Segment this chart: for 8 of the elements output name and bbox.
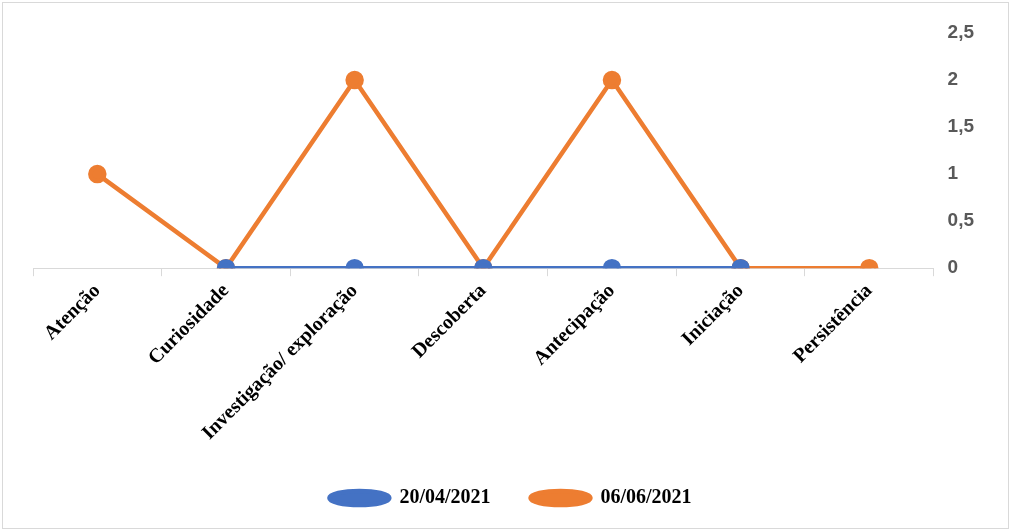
- legend-label: 06/06/2021: [600, 485, 692, 508]
- legend-label: 20/04/2021: [399, 485, 491, 508]
- y-tick-label: 0: [947, 256, 959, 278]
- y-tick-label: 1,5: [947, 115, 975, 137]
- y-tick-label: 2: [947, 68, 959, 90]
- y-tick-label: 1: [947, 162, 959, 184]
- y-tick-label: 0,5: [947, 209, 975, 231]
- y-tick-label: 2,5: [947, 21, 975, 43]
